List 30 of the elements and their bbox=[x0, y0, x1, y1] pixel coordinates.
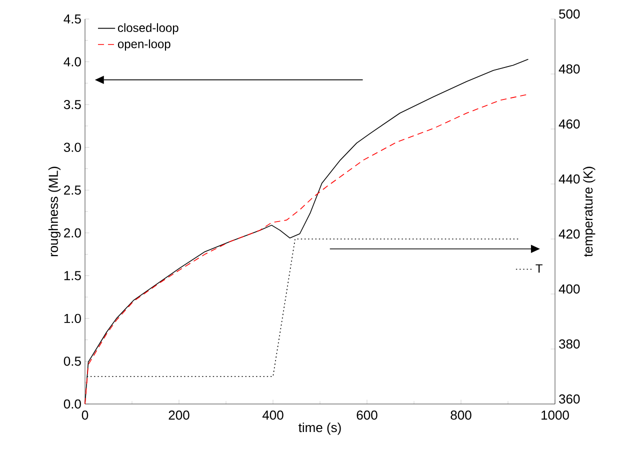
y-tick-label: 4.0 bbox=[64, 57, 81, 66]
y-tick-label: 3.0 bbox=[64, 142, 81, 152]
y-tick-label: 2.0 bbox=[64, 228, 81, 238]
y2-tick-label: 460 bbox=[558, 119, 580, 129]
x-tick-label: 600 bbox=[356, 410, 378, 420]
y2-tick-label: 480 bbox=[558, 64, 580, 74]
y2-tick-label: 500 bbox=[559, 9, 580, 19]
y2-tick-label: 440 bbox=[558, 174, 580, 184]
y2-tick-label: 360 bbox=[559, 394, 580, 404]
y-tick-label: 2.5 bbox=[64, 186, 81, 195]
y-axis-title: roughness (ML) bbox=[48, 166, 61, 256]
legend-label: closed-loop bbox=[118, 23, 178, 34]
y2-tick-label: 420 bbox=[558, 229, 580, 239]
y-tick-label: 1.5 bbox=[64, 271, 81, 280]
x-axis-title: time (s) bbox=[298, 422, 341, 435]
legend-label: T bbox=[536, 264, 542, 273]
x-tick-label: 800 bbox=[450, 410, 472, 420]
y-tick-label: 0.5 bbox=[64, 356, 81, 366]
x-tick-label: 1000 bbox=[542, 410, 569, 420]
x-tick-label: 0 bbox=[82, 410, 88, 420]
x-tick-label: 200 bbox=[168, 410, 190, 420]
x-tick-label: 400 bbox=[262, 410, 284, 420]
y2-tick-label: 400 bbox=[558, 284, 580, 294]
y-tick-label: 4.5 bbox=[64, 14, 81, 24]
y-tick-label: 3.5 bbox=[64, 100, 81, 110]
y-tick-label: 0.0 bbox=[64, 399, 81, 409]
y2-tick-label: 380 bbox=[559, 339, 580, 349]
y-tick-label: 1.0 bbox=[64, 314, 81, 324]
y2-axis-title: temperature (K) bbox=[583, 166, 596, 257]
legend-label: open-loop bbox=[118, 39, 170, 51]
